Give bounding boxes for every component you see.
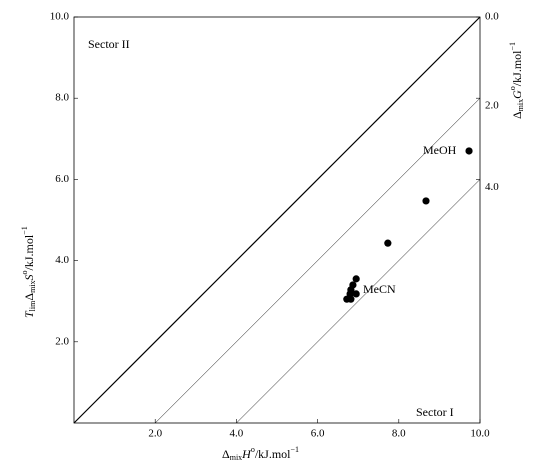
label-part: o bbox=[251, 445, 255, 454]
y-tick-label: 6.0 bbox=[55, 173, 69, 185]
y-tick-label: 8.0 bbox=[55, 92, 69, 104]
label-part: mix bbox=[230, 453, 242, 462]
y-tick-label: 10.0 bbox=[50, 11, 70, 23]
x-tick-label: 4.0 bbox=[230, 428, 244, 440]
x-tick-label: 2.0 bbox=[148, 428, 162, 440]
label-part: S bbox=[22, 274, 36, 280]
y2-tick-label: 4.0 bbox=[485, 181, 499, 193]
data-point bbox=[346, 290, 354, 298]
data-point bbox=[422, 197, 430, 205]
data-point bbox=[465, 147, 473, 155]
label-part: −1 bbox=[20, 226, 29, 235]
label-part: mix bbox=[28, 280, 37, 292]
label-part: o bbox=[508, 86, 517, 90]
label-part: Δ bbox=[222, 447, 230, 461]
y2-tick-label: 0.0 bbox=[485, 11, 499, 23]
y-tick-label: 4.0 bbox=[55, 254, 69, 266]
x-tick-label: 6.0 bbox=[311, 428, 325, 440]
annotation: Sector I bbox=[416, 405, 454, 419]
reference-line bbox=[236, 179, 481, 424]
label-part: H bbox=[241, 447, 252, 461]
data-point bbox=[347, 295, 355, 303]
reference-line bbox=[155, 98, 481, 424]
x-tick-label: 10.0 bbox=[470, 428, 490, 440]
data-point bbox=[352, 290, 360, 298]
label-part: lim bbox=[28, 300, 37, 311]
point-label: MeOH bbox=[423, 143, 457, 157]
data-point bbox=[384, 239, 392, 247]
label-part: Δ bbox=[22, 293, 36, 301]
label-part: /kJ.mol bbox=[22, 234, 36, 270]
plot-frame bbox=[73, 16, 481, 424]
y2-tick-label: 2.0 bbox=[485, 100, 499, 112]
y2-axis-label: ΔmixGo/kJ.mol−1 bbox=[508, 42, 525, 119]
label-part: −1 bbox=[508, 42, 517, 51]
x-tick-label: 8.0 bbox=[392, 428, 406, 440]
y-tick-label: 2.0 bbox=[55, 335, 69, 347]
label-part: −1 bbox=[291, 445, 300, 454]
reference-line bbox=[73, 16, 481, 424]
y-axis-label: TlimΔmixSo/kJ.mol−1 bbox=[20, 226, 37, 318]
label-part: G bbox=[510, 90, 524, 99]
x-axis-label: ΔmixHo/kJ.mol−1 bbox=[222, 445, 299, 462]
point-label: MeCN bbox=[363, 282, 396, 296]
data-point bbox=[352, 275, 360, 283]
label-part: T bbox=[22, 310, 36, 318]
annotation: Sector II bbox=[88, 37, 130, 51]
label-part: mix bbox=[516, 99, 525, 111]
label-part: o bbox=[20, 270, 29, 274]
label-part: /kJ.mol bbox=[510, 50, 524, 86]
label-part: Δ bbox=[510, 111, 524, 119]
label-part: /kJ.mol bbox=[255, 447, 291, 461]
